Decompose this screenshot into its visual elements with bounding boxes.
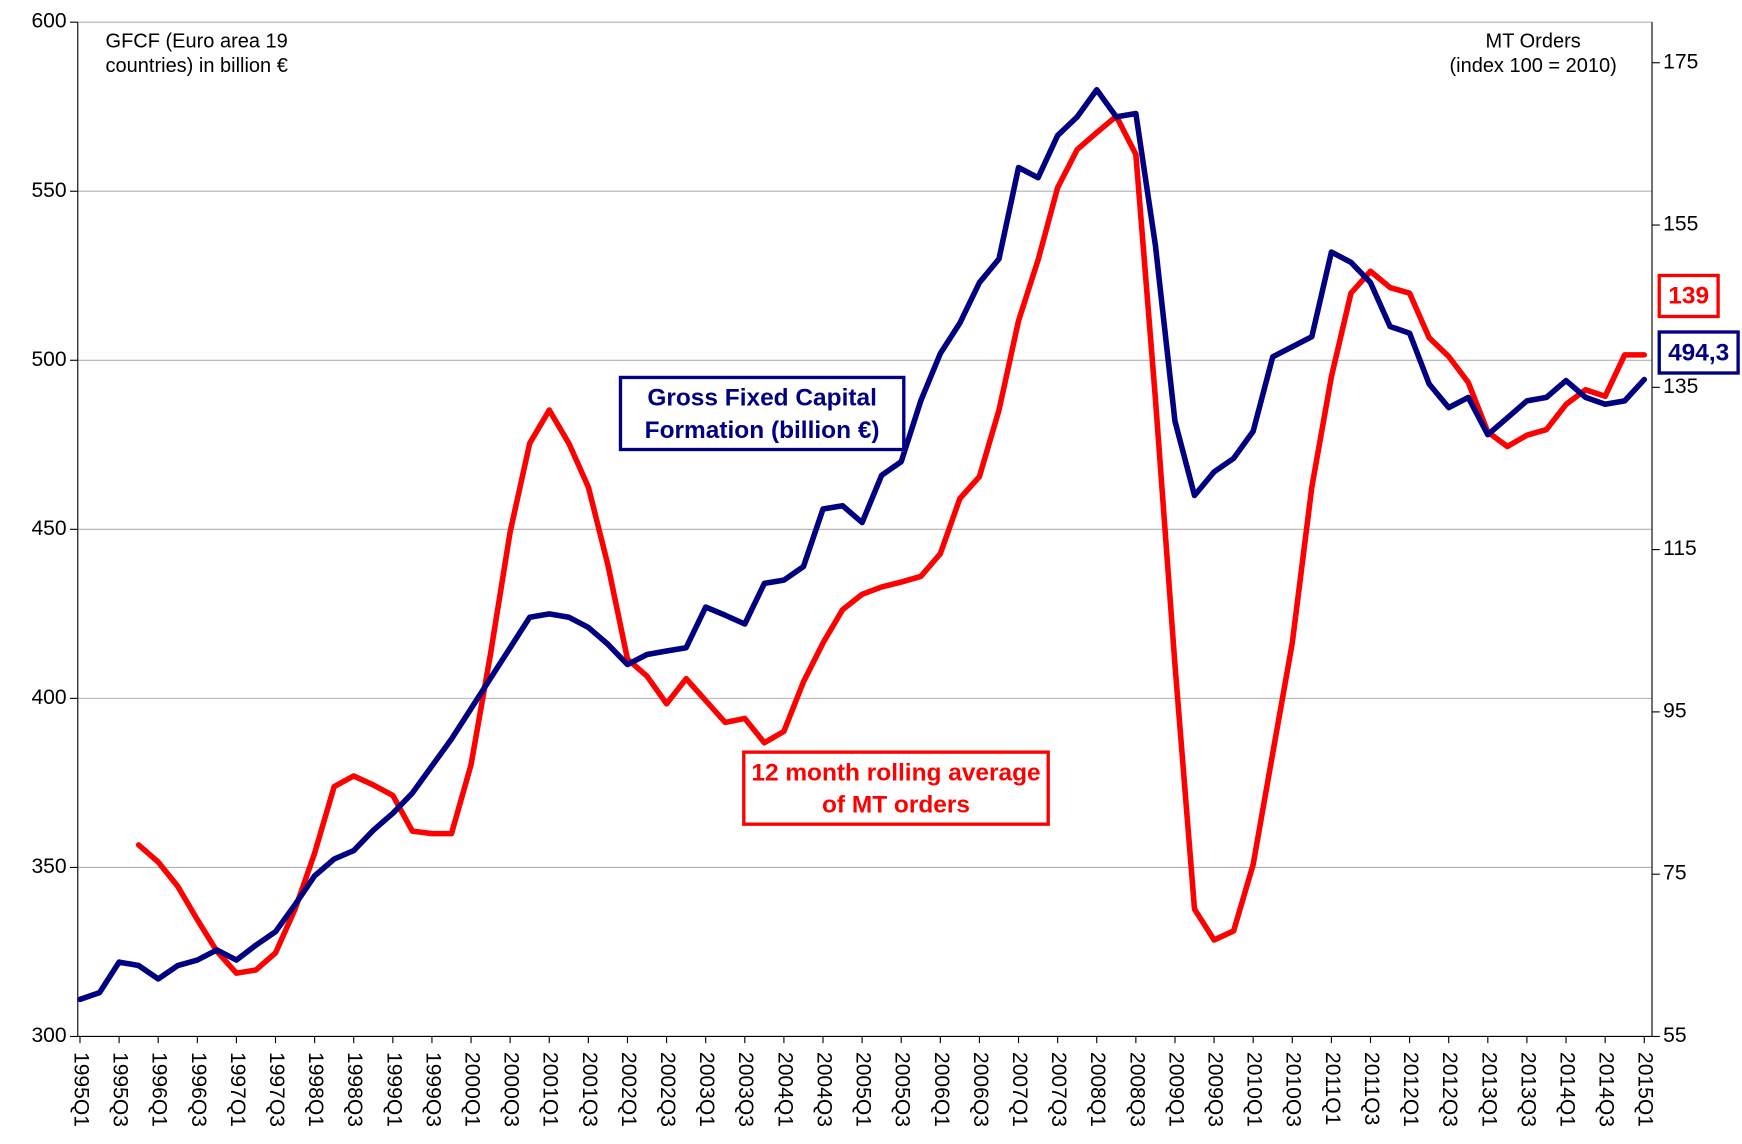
x-tick-label: 1998Q3 [343, 1052, 366, 1127]
end-value-label: 139 [1657, 273, 1720, 319]
x-tick-label: 2013Q1 [1477, 1052, 1500, 1127]
x-tick-label: 2014Q3 [1595, 1052, 1618, 1127]
legend-entry: 12 month rolling average of MT orders [742, 750, 1050, 826]
y-axis-label: GFCF (Euro area 19 countries) in billion… [106, 29, 362, 78]
x-tick-label: 2007Q3 [1047, 1052, 1070, 1127]
end-value-label: 494,3 [1657, 330, 1740, 375]
x-tick-label: 2011Q1 [1321, 1052, 1344, 1125]
x-tick-label: 2006Q3 [969, 1052, 992, 1127]
y2-tick-label: 75 [1663, 862, 1686, 885]
y-tick-label: 300 [31, 1024, 66, 1047]
y2-label-line: MT Orders [1485, 29, 1581, 53]
x-tick-label: 2000Q3 [500, 1052, 523, 1127]
y-tick-label: 450 [31, 517, 66, 540]
x-tick-label: 2015Q1 [1634, 1052, 1657, 1127]
y-tick-label: 600 [31, 10, 66, 33]
x-tick-label: 1995Q1 [69, 1052, 92, 1127]
x-tick-label: 1995Q3 [109, 1052, 132, 1127]
x-tick-label: 1999Q1 [382, 1052, 405, 1127]
y-label-line: countries) in billion € [105, 54, 288, 77]
x-tick-label: 1996Q1 [148, 1052, 171, 1127]
x-tick-label: 1999Q3 [421, 1052, 444, 1127]
x-tick-label: 2001Q3 [578, 1052, 601, 1127]
y-label-line: GFCF (Euro area 19 [105, 29, 288, 53]
x-tick-label: 2009Q3 [1203, 1052, 1226, 1127]
series-line [135, 113, 1648, 976]
series-line [77, 87, 1648, 1003]
y2-label-line: (index 100 = 2010) [1449, 54, 1617, 77]
x-tick-label: 2005Q1 [852, 1052, 875, 1127]
x-tick-label: 2004Q3 [812, 1052, 835, 1127]
y-tick-label: 500 [31, 348, 66, 371]
x-tick-label: 2009Q1 [1164, 1052, 1187, 1127]
x-tick-label: 2002Q1 [617, 1052, 640, 1127]
y2-tick-label: 135 [1663, 375, 1698, 398]
x-tick-label: 1997Q3 [265, 1052, 288, 1127]
x-tick-label: 2011Q3 [1360, 1052, 1383, 1125]
y2-tick-label: 95 [1663, 699, 1686, 722]
x-tick-label: 2003Q3 [734, 1052, 757, 1127]
x-tick-label: 1998Q1 [304, 1052, 327, 1127]
x-tick-label: 1997Q1 [226, 1052, 249, 1127]
x-tick-label: 2008Q1 [1086, 1052, 1109, 1127]
y-tick-label: 400 [31, 686, 66, 709]
x-tick-label: 2006Q1 [930, 1052, 953, 1127]
y2-tick-label: 115 [1663, 537, 1697, 560]
x-tick-label: 2005Q3 [891, 1052, 914, 1127]
y2-axis-label: MT Orders (index 100 = 2010) [1422, 29, 1644, 78]
y-tick-label: 550 [31, 179, 66, 202]
x-tick-label: 2008Q3 [1125, 1052, 1148, 1127]
x-tick-label: 2003Q1 [695, 1052, 718, 1127]
y2-tick-label: 55 [1663, 1024, 1686, 1047]
y2-tick-label: 175 [1663, 50, 1698, 73]
x-tick-label: 2013Q3 [1516, 1052, 1539, 1127]
y2-tick-label: 155 [1663, 213, 1698, 236]
x-tick-label: 2004Q1 [773, 1052, 796, 1127]
x-tick-label: 1996Q3 [187, 1052, 210, 1127]
x-tick-label: 2007Q1 [1008, 1052, 1031, 1127]
x-tick-label: 2001Q1 [539, 1052, 562, 1127]
legend-entry: Gross Fixed Capital Formation (billion €… [618, 375, 906, 452]
x-tick-label: 2010Q3 [1282, 1052, 1305, 1127]
y-tick-label: 350 [31, 855, 66, 878]
x-tick-label: 2000Q1 [460, 1052, 483, 1127]
x-tick-label: 2014Q1 [1555, 1052, 1578, 1127]
x-tick-label: 2012Q3 [1438, 1052, 1461, 1127]
x-tick-label: 2002Q3 [656, 1052, 679, 1127]
x-tick-label: 2012Q1 [1399, 1052, 1422, 1127]
x-tick-label: 2010Q1 [1243, 1052, 1266, 1127]
